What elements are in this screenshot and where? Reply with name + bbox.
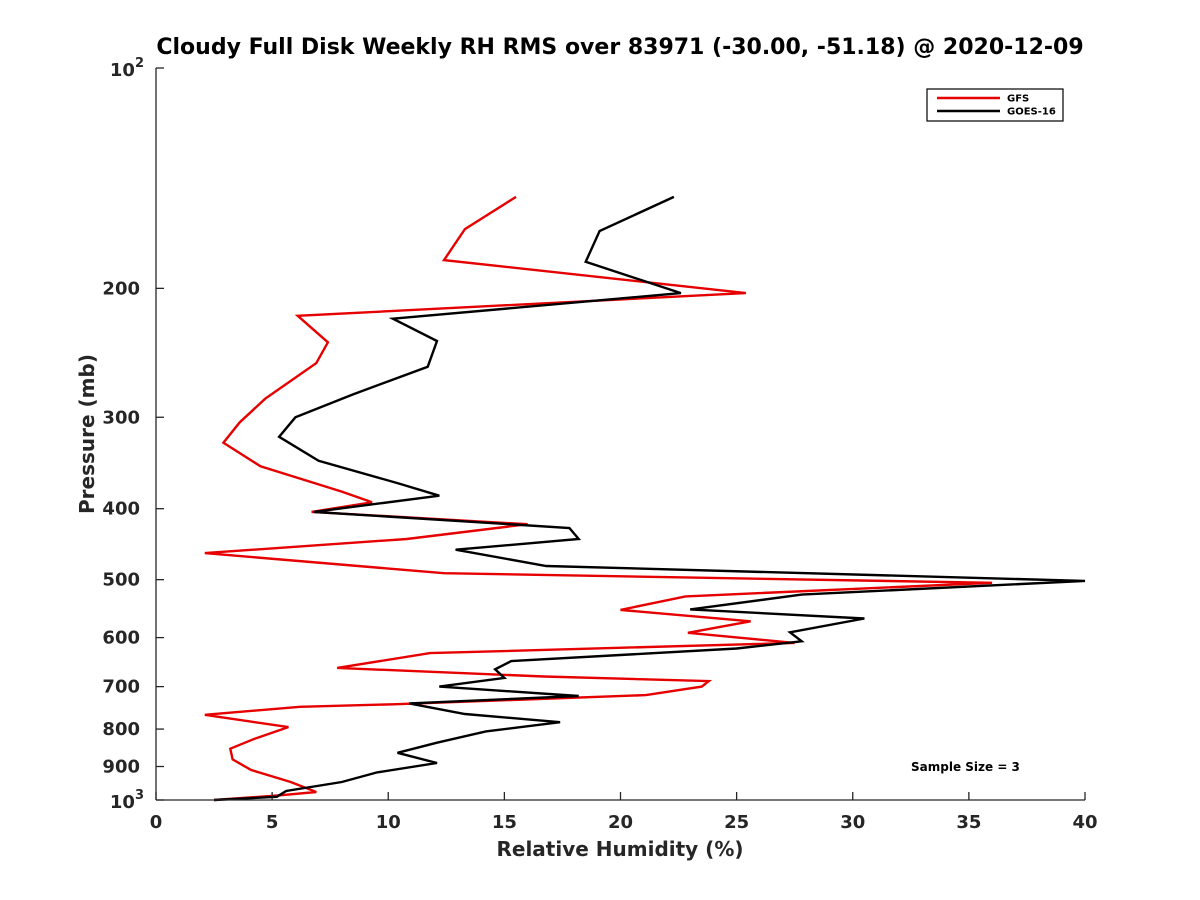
y-tick-label: 400 bbox=[102, 499, 140, 520]
y-tick-label: 700 bbox=[102, 677, 140, 698]
x-tick-label: 40 bbox=[1072, 812, 1097, 833]
plot-area bbox=[156, 68, 1085, 800]
y-tick-label-base: 10 bbox=[110, 60, 135, 81]
y-tick-label: 103 bbox=[110, 788, 144, 813]
y-axis-label: Pressure (mb) bbox=[75, 354, 99, 514]
x-tick-label: 25 bbox=[724, 812, 749, 833]
x-tick-label: 35 bbox=[956, 812, 981, 833]
y-tick-label: 200 bbox=[102, 278, 140, 299]
y-tick-label-exponent: 2 bbox=[135, 56, 144, 71]
series-layer bbox=[204, 195, 1086, 802]
series-line-gfs bbox=[204, 195, 993, 802]
y-tick-label: 102 bbox=[110, 56, 144, 81]
y-tick-label-exponent: 3 bbox=[135, 788, 144, 803]
legend-label-gfs: GFS bbox=[1007, 94, 1029, 105]
legend: GFS GOES-16 bbox=[926, 88, 1064, 122]
legend-box bbox=[926, 88, 1064, 122]
x-tick-label: 15 bbox=[492, 812, 517, 833]
y-tick-label: 500 bbox=[102, 570, 140, 591]
y-tick-label-base: 10 bbox=[110, 792, 135, 813]
x-tick-label: 10 bbox=[376, 812, 401, 833]
x-tick-label: 20 bbox=[608, 812, 633, 833]
sample-size-annotation: Sample Size = 3 bbox=[911, 760, 1020, 774]
y-tick-label: 900 bbox=[102, 757, 140, 778]
x-axis-ticks: 0 5 10 15 20 25 30 35 40 bbox=[150, 792, 1098, 833]
x-tick-label: 30 bbox=[840, 812, 865, 833]
x-axis-label: Relative Humidity (%) bbox=[496, 837, 743, 861]
series-line-goes-16 bbox=[214, 195, 1086, 802]
chart-title: Cloudy Full Disk Weekly RH RMS over 8397… bbox=[156, 35, 1083, 60]
legend-label-goes-16: GOES-16 bbox=[1007, 107, 1056, 118]
y-tick-label: 300 bbox=[102, 407, 140, 428]
y-tick-label: 600 bbox=[102, 628, 140, 649]
x-tick-label: 5 bbox=[266, 812, 279, 833]
plot-background bbox=[156, 68, 1085, 800]
y-tick-label: 800 bbox=[102, 719, 140, 740]
x-tick-label: 0 bbox=[150, 812, 163, 833]
